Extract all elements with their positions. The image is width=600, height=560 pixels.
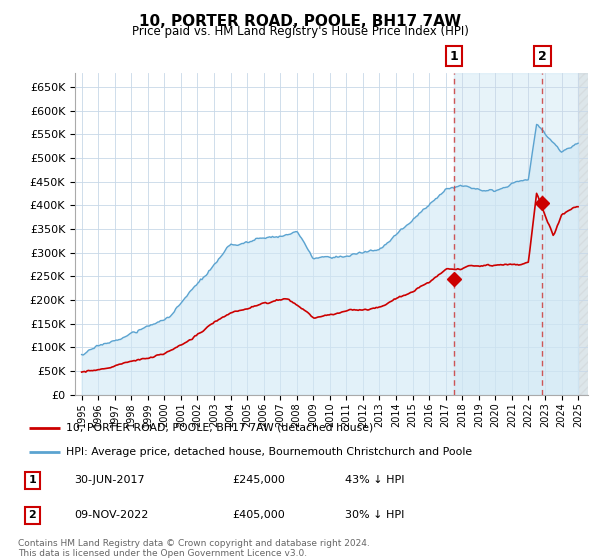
Text: 30-JUN-2017: 30-JUN-2017 [74,475,145,485]
Text: 2: 2 [28,510,36,520]
Text: £245,000: £245,000 [232,475,285,485]
Bar [578,73,600,395]
Text: 09-NOV-2022: 09-NOV-2022 [74,510,149,520]
Bar [454,73,600,395]
Text: Price paid vs. HM Land Registry's House Price Index (HPI): Price paid vs. HM Land Registry's House … [131,25,469,38]
Text: 30% ↓ HPI: 30% ↓ HPI [345,510,404,520]
Text: 1: 1 [449,49,458,63]
Text: 2: 2 [538,49,547,63]
Text: HPI: Average price, detached house, Bournemouth Christchurch and Poole: HPI: Average price, detached house, Bour… [66,446,472,456]
Text: Contains HM Land Registry data © Crown copyright and database right 2024.
This d: Contains HM Land Registry data © Crown c… [18,539,370,558]
Text: 10, PORTER ROAD, POOLE, BH17 7AW: 10, PORTER ROAD, POOLE, BH17 7AW [139,14,461,29]
Text: 43% ↓ HPI: 43% ↓ HPI [345,475,404,485]
Text: £405,000: £405,000 [232,510,285,520]
Text: 1: 1 [28,475,36,485]
Text: 10, PORTER ROAD, POOLE, BH17 7AW (detached house): 10, PORTER ROAD, POOLE, BH17 7AW (detach… [66,423,373,433]
